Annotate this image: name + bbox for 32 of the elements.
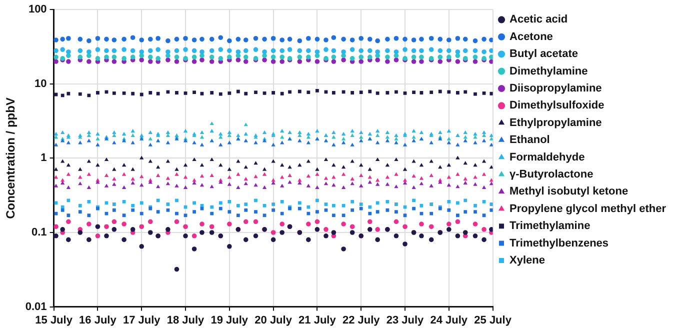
- y-axis-title: Concentration / ppbV: [4, 98, 18, 219]
- y-tick-label: 0.1: [32, 226, 47, 239]
- x-tick-label: 16 July: [79, 314, 118, 326]
- x-tick-label: 25 July: [474, 314, 512, 326]
- y-tick-label: 100: [28, 4, 47, 16]
- legend-label: Ethylpropylamine: [510, 116, 602, 129]
- legend-label: γ-Butyrolactone: [510, 168, 594, 181]
- legend-label: Xylene: [510, 254, 545, 267]
- y-tick-label: 1: [40, 152, 47, 164]
- legend-label: Trimethylbenzenes: [510, 237, 609, 250]
- legend-label: Acetic acid: [510, 14, 568, 26]
- legend-label: Dimethylamine: [510, 65, 588, 78]
- legend-label: Dimethylsulfoxide: [510, 100, 604, 112]
- y-tick-label: 0.01: [25, 300, 47, 313]
- x-tick-label: 15 July: [35, 314, 74, 326]
- x-tick-label: 22 July: [342, 314, 381, 326]
- x-tick-label: 21 July: [298, 314, 337, 326]
- legend-label: Acetone: [510, 30, 553, 43]
- legend-label: Methyl isobutyl ketone: [510, 186, 628, 198]
- x-tick-label: 19 July: [210, 314, 249, 326]
- x-tick-label: 23 July: [386, 314, 425, 326]
- legend-label: Propylene glycol methyl ether: [510, 202, 667, 215]
- x-tick-label: 20 July: [254, 314, 293, 326]
- legend-label: Diisopropylamine: [510, 82, 602, 95]
- legend-label: Formaldehyde: [510, 151, 585, 164]
- x-tick-label: 24 July: [430, 314, 468, 326]
- x-tick-label: 18 July: [166, 314, 206, 326]
- legend-label: Ethanol: [510, 134, 550, 146]
- y-tick-label: 10: [34, 78, 47, 90]
- legend-label: Butyl acetate: [510, 48, 578, 60]
- x-tick-label: 17 July: [122, 314, 162, 326]
- legend-label: Trimethylamine: [510, 220, 590, 232]
